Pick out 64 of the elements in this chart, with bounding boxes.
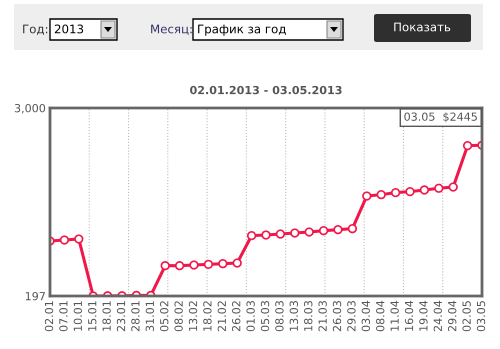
point — [290, 228, 300, 238]
x-tick-label: 08.02 — [174, 301, 183, 332]
x-tick-label: 03.04 — [362, 300, 370, 332]
text: 2013 — [54, 24, 84, 34]
point — [204, 260, 214, 269]
x-tick-label: 08.03 — [275, 301, 284, 332]
point — [462, 140, 472, 150]
text: График за год — [198, 24, 286, 36]
x-tick-label: 18.03 — [304, 301, 312, 331]
point — [74, 234, 84, 244]
x-tick-label: 15.01 — [88, 301, 96, 331]
x-tick-label: 18.02 — [203, 301, 212, 331]
point — [232, 258, 242, 268]
point — [246, 230, 256, 240]
x-tick-label: 07.01 — [59, 301, 68, 332]
x-tick-label: 29.04 — [448, 300, 456, 332]
x-tick-label: 10.01 — [74, 301, 82, 331]
point — [218, 259, 228, 268]
x-tick-label: 26.02 — [232, 301, 240, 332]
y-tick-label: 3,000 — [14, 104, 46, 114]
point — [261, 230, 271, 240]
x-tick-label: 23.01 — [116, 301, 126, 332]
point — [174, 261, 184, 270]
x-tick-label: 08.04 — [376, 300, 384, 332]
text: Месяц: — [151, 24, 192, 35]
x-tick-label: 31.01 — [146, 301, 154, 332]
x-tick-label: 28.01 — [131, 301, 140, 332]
point — [434, 184, 444, 193]
x-tick-label: 13.03 — [290, 301, 298, 331]
x-tick-label: 03.05 — [476, 301, 486, 332]
point — [448, 182, 458, 192]
x-tick-label: 02.05 — [462, 301, 471, 332]
x-tick-label: 21.03 — [318, 301, 327, 332]
x-tick-label: 05.03 — [260, 301, 270, 332]
point — [390, 188, 400, 198]
x-tick-label: 02.01 — [44, 301, 54, 332]
point — [333, 225, 343, 234]
y-tick-label: 197 — [26, 292, 45, 300]
x-tick-label: 24.04 — [434, 300, 442, 332]
point — [276, 229, 286, 239]
x-tick-label: 18.01 — [102, 301, 111, 331]
x-tick-label: 16.04 — [404, 300, 414, 331]
text: Год: — [23, 24, 48, 35]
text: Показать — [394, 22, 450, 32]
x-tick-label: 05.02 — [160, 301, 168, 332]
x-tick-label: 21.02 — [218, 301, 226, 332]
point — [318, 226, 328, 236]
point — [348, 224, 358, 234]
point — [405, 186, 415, 196]
point — [160, 261, 170, 270]
point — [362, 191, 372, 201]
point — [420, 185, 430, 195]
point — [189, 260, 199, 270]
point — [304, 227, 314, 237]
point — [60, 235, 70, 245]
x-tick-label: 01.03 — [246, 301, 255, 332]
x-tick-label: 11.04 — [390, 300, 399, 331]
x-tick-label: 26.03 — [332, 301, 342, 332]
point — [376, 190, 386, 200]
x-tick-label: 13.02 — [188, 301, 198, 331]
x-tick-label: 19.04 — [419, 300, 428, 331]
x-tick-label: 29.03 — [347, 301, 356, 332]
annotation: 03.05 $2445 — [404, 112, 477, 122]
chart-title: 02.01.2013 - 03.05.2013 — [190, 86, 342, 94]
